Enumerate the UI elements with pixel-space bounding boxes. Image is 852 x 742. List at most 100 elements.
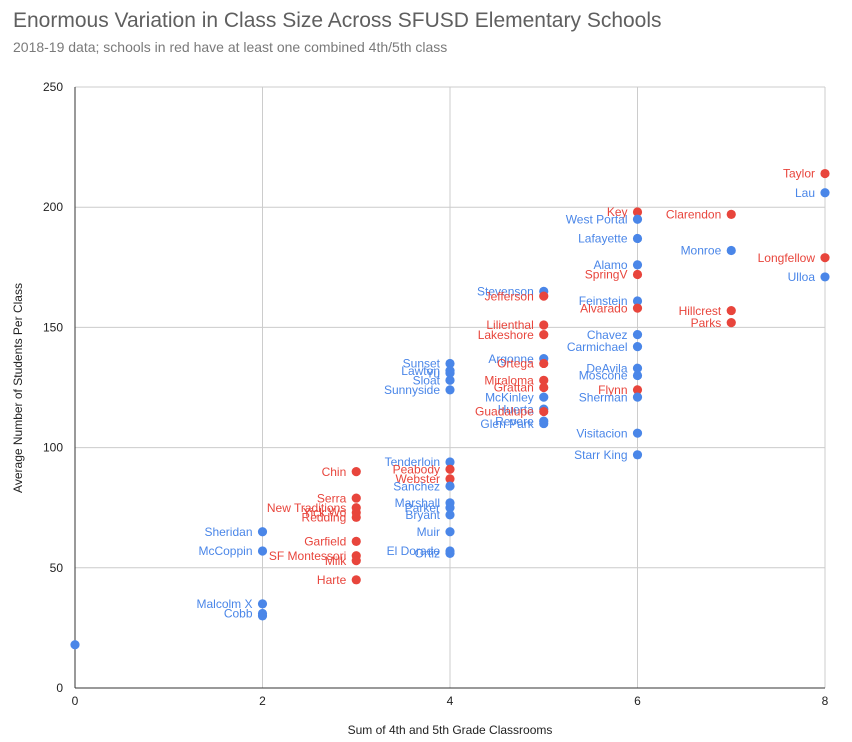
point-label: Webster: [396, 472, 440, 486]
point-label: Sheridan: [204, 525, 252, 539]
point-label: Starr King: [574, 448, 627, 462]
data-point: [632, 296, 643, 306]
data-point: [820, 272, 830, 282]
point-label: New Traditions: [267, 501, 346, 515]
point-label: Cobb: [224, 607, 253, 621]
tick-layer: 0 50 100 150 200 250 0 2 4 6 8: [43, 80, 829, 708]
data-point-combined: [726, 209, 736, 220]
data-point: [445, 358, 455, 369]
data-point-combined: [351, 512, 361, 522]
data-point-combined: [726, 317, 736, 328]
data-point-combined: [539, 291, 549, 301]
x-tick-label: 0: [72, 694, 79, 708]
axis-layer: [74, 87, 825, 689]
data-point: [632, 342, 643, 352]
data-point-combined: [351, 555, 361, 566]
point-label: Feinstein: [579, 294, 628, 308]
point-label: Stevenson: [477, 285, 534, 299]
point-label: Lafayette: [578, 232, 628, 246]
y-axis-title: Average Number of Students Per Class: [11, 283, 25, 493]
point-label: Lakeshore: [478, 328, 534, 342]
point-label: Hillcrest: [679, 304, 722, 318]
data-point-combined: [632, 385, 643, 395]
point-label: Grattan: [494, 381, 534, 395]
point-label: Sherman: [579, 390, 628, 404]
data-point: [445, 457, 455, 467]
point-label: Peabody: [393, 462, 440, 476]
data-point: [632, 428, 643, 438]
data-point-combined: [632, 303, 643, 313]
point-layer: [70, 168, 830, 650]
point-label: Bryant: [405, 508, 440, 522]
point-label: SF Montessori: [269, 549, 346, 563]
point-label: Alvarado: [580, 301, 628, 315]
point-label: Guadalupe: [475, 405, 534, 419]
data-point: [632, 392, 643, 402]
data-point: [632, 370, 643, 381]
point-label: Miraloma: [484, 373, 534, 387]
data-point: [632, 450, 643, 460]
point-label: El Dorado: [387, 544, 441, 558]
y-tick-label: 150: [43, 320, 63, 334]
point-label: Chavez: [587, 328, 628, 342]
data-point: [445, 375, 455, 385]
data-point: [632, 214, 643, 224]
point-label: Ortega: [497, 357, 534, 371]
data-point-combined: [539, 406, 549, 417]
data-point: [820, 188, 830, 198]
point-label: Key: [607, 205, 628, 219]
point-label: Jefferson: [485, 289, 534, 303]
data-point-combined: [539, 358, 549, 369]
point-label: DeAvila: [586, 361, 627, 375]
point-label: Monroe: [681, 244, 722, 258]
data-point: [257, 611, 268, 621]
point-label: Redding: [302, 511, 347, 525]
data-point: [632, 363, 643, 373]
point-label: Muir: [417, 525, 440, 539]
point-label: West Portal: [566, 212, 628, 226]
point-label: Milk: [325, 554, 347, 568]
y-tick-label: 200: [43, 200, 63, 214]
x-tick-label: 2: [259, 694, 266, 708]
point-label: Visitacion: [576, 426, 627, 440]
data-point-combined: [351, 575, 361, 585]
data-point-combined: [632, 269, 643, 280]
data-point-combined: [539, 382, 549, 393]
point-label: Garfield: [304, 535, 346, 549]
data-point: [445, 510, 455, 520]
point-label: Taylor: [783, 167, 815, 181]
y-tick-label: 100: [43, 441, 63, 455]
y-tick-label: 250: [43, 80, 63, 94]
point-label: Carmichael: [567, 340, 628, 354]
data-point: [632, 233, 643, 244]
point-label: Alamo: [593, 258, 627, 272]
point-label: Malcolm X: [196, 597, 252, 611]
data-point: [445, 368, 455, 378]
data-point-combined: [445, 474, 455, 484]
y-tick-label: 0: [56, 681, 63, 695]
data-point: [539, 392, 549, 402]
point-label: Ulloa: [788, 270, 816, 284]
data-point-combined: [351, 493, 361, 503]
point-label: Flynn: [598, 383, 627, 397]
data-point-combined: [445, 464, 455, 474]
point-label: Sunnyside: [384, 383, 440, 397]
chart-subtitle: 2018-19 data; schools in red have at lea…: [13, 39, 448, 55]
point-label: Argonne: [488, 352, 534, 366]
x-axis-title: Sum of 4th and 5th Grade Classrooms: [348, 723, 553, 737]
point-label: SpringV: [585, 268, 628, 282]
point-label: Chin: [322, 465, 347, 479]
point-label: Marshall: [395, 496, 440, 510]
data-point: [632, 260, 643, 270]
data-point-combined: [820, 253, 830, 263]
x-tick-label: 4: [447, 694, 454, 708]
data-point: [445, 548, 455, 558]
data-point-combined: [539, 330, 549, 340]
data-point-combined: [539, 320, 549, 330]
data-point: [257, 546, 268, 556]
data-point-combined: [632, 207, 643, 217]
point-label: Parks: [691, 316, 722, 330]
chart-title: Enormous Variation in Class Size Across …: [13, 9, 662, 32]
